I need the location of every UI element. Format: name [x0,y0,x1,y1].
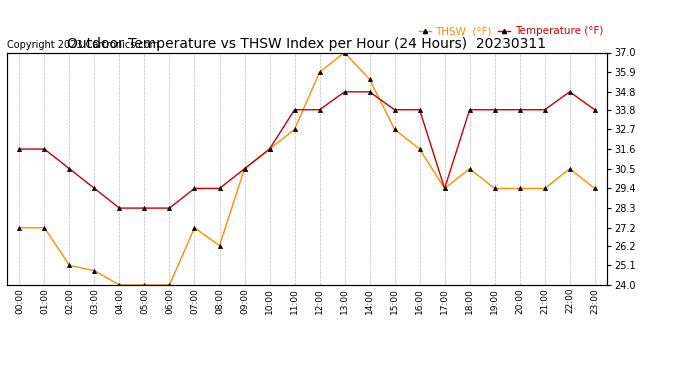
THSW  (°F) [90,268,99,273]
THSW  (°F) [591,186,599,190]
Temperature (°F) [540,108,549,112]
Temperature (°F) [140,206,148,210]
Temperature (°F) [340,90,348,94]
Temperature (°F) [591,108,599,112]
THSW  (°F) [66,263,74,268]
Temperature (°F) [466,108,474,112]
THSW  (°F) [391,127,399,132]
THSW  (°F) [140,283,148,287]
THSW  (°F) [566,166,574,171]
Temperature (°F) [40,147,48,152]
THSW  (°F) [466,166,474,171]
Temperature (°F) [240,166,248,171]
THSW  (°F) [215,243,224,248]
THSW  (°F) [491,186,499,190]
THSW  (°F) [166,283,174,287]
Temperature (°F) [491,108,499,112]
Temperature (°F) [190,186,199,190]
Temperature (°F) [391,108,399,112]
Temperature (°F) [515,108,524,112]
THSW  (°F) [40,225,48,230]
THSW  (°F) [240,166,248,171]
THSW  (°F) [315,70,324,74]
Temperature (°F) [440,186,449,190]
Temperature (°F) [215,186,224,190]
THSW  (°F) [540,186,549,190]
Temperature (°F) [366,90,374,94]
Text: Copyright 2023 Cartronics.com: Copyright 2023 Cartronics.com [7,40,159,50]
Temperature (°F) [166,206,174,210]
Temperature (°F) [15,147,23,152]
THSW  (°F) [515,186,524,190]
Title: Outdoor Temperature vs THSW Index per Hour (24 Hours)  20230311: Outdoor Temperature vs THSW Index per Ho… [68,38,546,51]
Temperature (°F) [266,147,274,152]
Temperature (°F) [115,206,124,210]
THSW  (°F) [290,127,299,132]
THSW  (°F) [266,147,274,152]
THSW  (°F) [115,283,124,287]
Temperature (°F) [566,90,574,94]
THSW  (°F) [440,186,449,190]
THSW  (°F) [340,50,348,55]
Temperature (°F) [415,108,424,112]
THSW  (°F) [366,77,374,82]
Line: Temperature (°F): Temperature (°F) [17,90,597,210]
Temperature (°F) [315,108,324,112]
THSW  (°F) [415,147,424,152]
THSW  (°F) [15,225,23,230]
Line: THSW  (°F): THSW (°F) [17,50,597,287]
Temperature (°F) [290,108,299,112]
Temperature (°F) [90,186,99,190]
THSW  (°F) [190,225,199,230]
Temperature (°F) [66,166,74,171]
Legend: THSW  (°F), Temperature (°F): THSW (°F), Temperature (°F) [415,22,607,40]
